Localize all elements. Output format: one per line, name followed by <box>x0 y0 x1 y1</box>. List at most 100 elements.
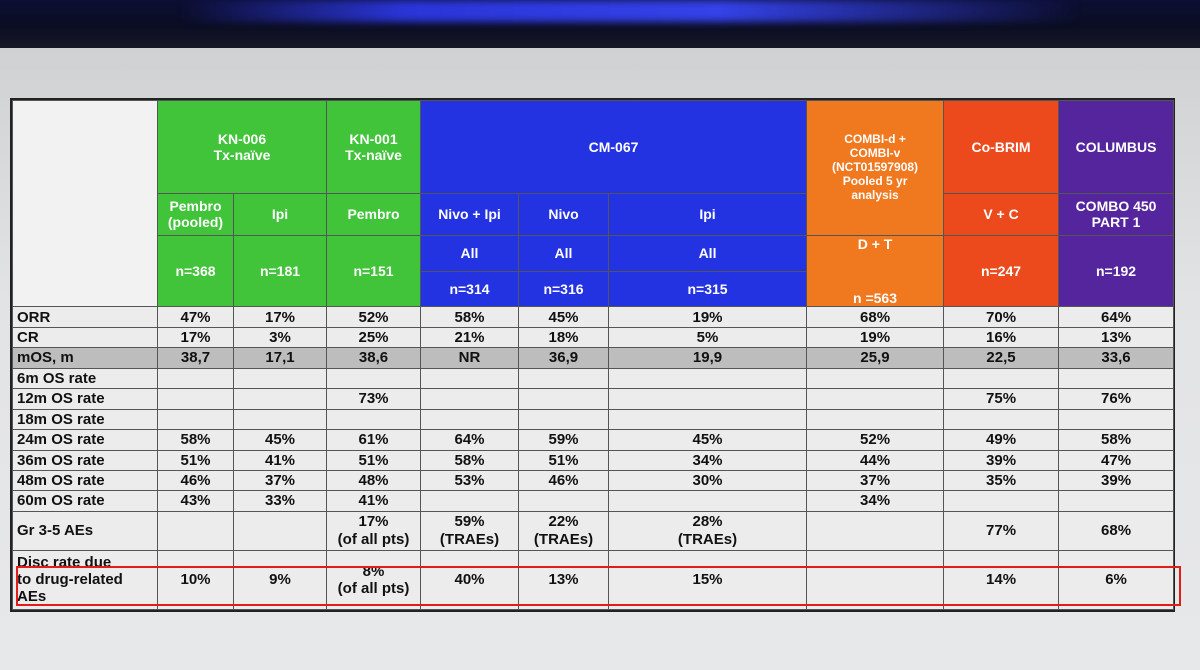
table-row: 6m OS rate <box>12 367 1175 390</box>
table-cell <box>518 490 609 512</box>
table-cell <box>420 388 519 410</box>
table-cell <box>806 510 945 551</box>
n-pembro-pooled: n=368 <box>157 234 234 308</box>
table-cell: 75% <box>943 388 1060 410</box>
table-cell <box>233 388 327 410</box>
table-row: 36m OS rate 51% 41% 51% 58% 51% 34% 44% 39% 47% <box>12 449 1175 471</box>
table-cell: 47% <box>157 306 234 328</box>
table-cell <box>518 408 609 431</box>
table-cell: 52% <box>326 306 421 328</box>
table-cell: 30% <box>607 469 808 492</box>
table-cell: 58% <box>1058 429 1175 451</box>
row-label: 36m OS rate <box>12 449 158 471</box>
table-cell: 45% <box>233 429 327 451</box>
table-cell: 58% <box>420 449 519 471</box>
table-cell <box>157 388 234 410</box>
arm-combo450: COMBO 450 PART 1 <box>1058 192 1175 236</box>
table-cell <box>943 490 1060 512</box>
table-cell: 15% <box>607 549 808 611</box>
table-cell <box>326 408 421 431</box>
table-cell: 37% <box>233 469 327 492</box>
table-row: mOS, m 38,7 17,1 38,6 NR 36,9 19,9 25,9 22,5 33,6 <box>12 347 1175 369</box>
arm-pembro-pooled: Pembro (pooled) <box>157 192 234 236</box>
table-cell <box>1058 408 1175 431</box>
table-cell: 48% <box>326 469 421 492</box>
table-row: 60m OS rate 43% 33% 41% 34% <box>12 490 1175 512</box>
table-cell <box>943 367 1060 390</box>
table-cell <box>518 367 609 390</box>
table-cell: 46% <box>518 469 609 492</box>
arm-ipi-cm067: Ipi <box>607 192 808 236</box>
table-cell: 14% <box>943 549 1060 611</box>
pop-nivo: All <box>518 234 609 272</box>
pop-nivo-ipi: All <box>420 234 519 272</box>
table-cell: 25% <box>326 326 421 349</box>
n-ipi-cm067: n=315 <box>607 270 808 308</box>
comparison-table: KN-006 Tx-naïve KN-001 Tx-naïve CM-067 C… <box>12 99 1175 611</box>
row-label: 18m OS rate <box>12 408 158 431</box>
table-cell <box>1058 367 1175 390</box>
table-cell: 36,9 <box>518 347 609 369</box>
table-cell: 68% <box>806 306 945 328</box>
table-cell: 58% <box>420 306 519 328</box>
table-cell: 64% <box>420 429 519 451</box>
table-cell: 45% <box>607 429 808 451</box>
table-cell: 13% <box>518 549 609 611</box>
n-nivo-ipi: n=314 <box>420 270 519 308</box>
table-cell <box>518 388 609 410</box>
pop-ipi: All <box>607 234 808 272</box>
table-row: 24m OS rate 58% 45% 61% 64% 59% 45% 52% 49% 58% <box>12 429 1175 451</box>
slide-table: KN-006 Tx-naïve KN-001 Tx-naïve CM-067 C… <box>10 98 1181 612</box>
row-label: 12m OS rate <box>12 388 158 410</box>
table-cell: 17% <box>233 306 327 328</box>
table-cell: 10% <box>157 549 234 611</box>
table-row: 48m OS rate 46% 37% 48% 53% 46% 30% 37% 35% 39% <box>12 469 1175 492</box>
n-combo450: n=192 <box>1058 234 1175 308</box>
table-cell: 76% <box>1058 388 1175 410</box>
header-corner <box>12 99 158 308</box>
table-cell <box>806 367 945 390</box>
n-v-c: n=247 <box>943 234 1060 308</box>
table-cell: 18% <box>518 326 609 349</box>
arm-d-t: D + T n =563 <box>806 234 945 308</box>
table-cell: 51% <box>157 449 234 471</box>
table-cell: 40% <box>420 549 519 611</box>
table-cell: 25,9 <box>806 347 945 369</box>
table-cell <box>157 367 234 390</box>
table-cell: 19,9 <box>607 347 808 369</box>
table-cell <box>233 367 327 390</box>
table-cell <box>607 408 808 431</box>
table-cell: 37% <box>806 469 945 492</box>
table-cell: 51% <box>518 449 609 471</box>
table-cell: NR <box>420 347 519 369</box>
row-label: 60m OS rate <box>12 490 158 512</box>
arm-v-c: V + C <box>943 192 1060 236</box>
row-label: Gr 3-5 AEs <box>12 510 158 551</box>
row-label: ORR <box>12 306 158 328</box>
table-cell: 33% <box>233 490 327 512</box>
table-cell: 16% <box>943 326 1060 349</box>
table-cell: 61% <box>326 429 421 451</box>
table-cell: 45% <box>518 306 609 328</box>
table-cell: 13% <box>1058 326 1175 349</box>
table-row: CR 17% 3% 25% 21% 18% 5% 19% 16% 13% <box>12 326 1175 349</box>
table-cell <box>420 490 519 512</box>
table-cell: 22,5 <box>943 347 1060 369</box>
table-cell: 22% (TRAEs) <box>518 510 609 551</box>
table-cell: 41% <box>233 449 327 471</box>
row-label: CR <box>12 326 158 349</box>
table-cell <box>806 549 945 611</box>
table-cell: 77% <box>943 510 1060 551</box>
table-cell <box>607 367 808 390</box>
table-cell: 70% <box>943 306 1060 328</box>
table-cell: 8% (of all pts) <box>326 549 421 611</box>
header-combi: COMBI-d + COMBI-v (NCT01597908) Pooled 5… <box>806 100 945 236</box>
table-cell: 34% <box>607 449 808 471</box>
table-cell: 39% <box>1058 469 1175 492</box>
table-cell <box>806 388 945 410</box>
n-ipi-kn006: n=181 <box>233 234 327 308</box>
table-row: Disc rate due to drug-related AEs 10% 9% 8%… <box>12 549 1175 611</box>
arm-pembro-kn001: Pembro <box>326 192 421 236</box>
table-cell: 53% <box>420 469 519 492</box>
table-cell <box>943 408 1060 431</box>
